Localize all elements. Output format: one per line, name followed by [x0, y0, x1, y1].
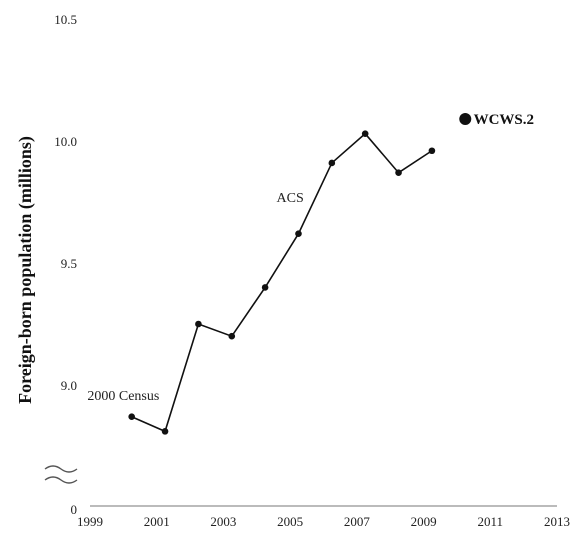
x-tick-label: 2013 — [544, 514, 570, 529]
y-tick-label: 10.5 — [54, 12, 77, 27]
x-tick-label: 2007 — [344, 514, 371, 529]
annotation-label: WCWS.2 — [474, 112, 534, 128]
highlight-point — [459, 113, 472, 126]
annotation-label: 2000 Census — [87, 389, 159, 404]
x-tick-label: 2005 — [277, 514, 303, 529]
series-line — [131, 132, 433, 433]
data-point — [295, 230, 302, 238]
data-point — [261, 284, 269, 291]
y-tick-labels: 0 9.0 9.5 10.0 10.5 — [54, 12, 77, 517]
y-tick-label: 10.0 — [54, 134, 77, 149]
x-tick-label: 2003 — [210, 514, 236, 529]
series-group — [128, 113, 472, 435]
data-point — [395, 169, 402, 177]
y-tick-label: 0 — [71, 502, 78, 517]
data-point — [161, 428, 169, 435]
data-point — [195, 320, 202, 328]
y-axis-label: Foreign-born population (millions) — [15, 136, 36, 404]
y-tick-label: 9.5 — [61, 256, 77, 271]
data-point — [328, 159, 336, 167]
data-point — [361, 130, 369, 137]
data-point — [428, 147, 436, 155]
axis-break-icon — [44, 465, 78, 484]
x-tick-label: 1999 — [77, 514, 103, 529]
x-tick-label: 2011 — [478, 514, 504, 529]
annotations: 2000 Census ACS WCWS.2 — [87, 112, 534, 404]
x-tick-labels: 1999 2001 2003 2005 2007 2009 2011 2013 — [77, 514, 570, 529]
data-point — [128, 413, 135, 421]
annotation-label: ACS — [277, 191, 304, 206]
data-point — [228, 332, 236, 340]
x-tick-label: 2001 — [144, 514, 170, 529]
x-tick-label: 2009 — [411, 514, 437, 529]
y-tick-label: 9.0 — [61, 378, 77, 393]
